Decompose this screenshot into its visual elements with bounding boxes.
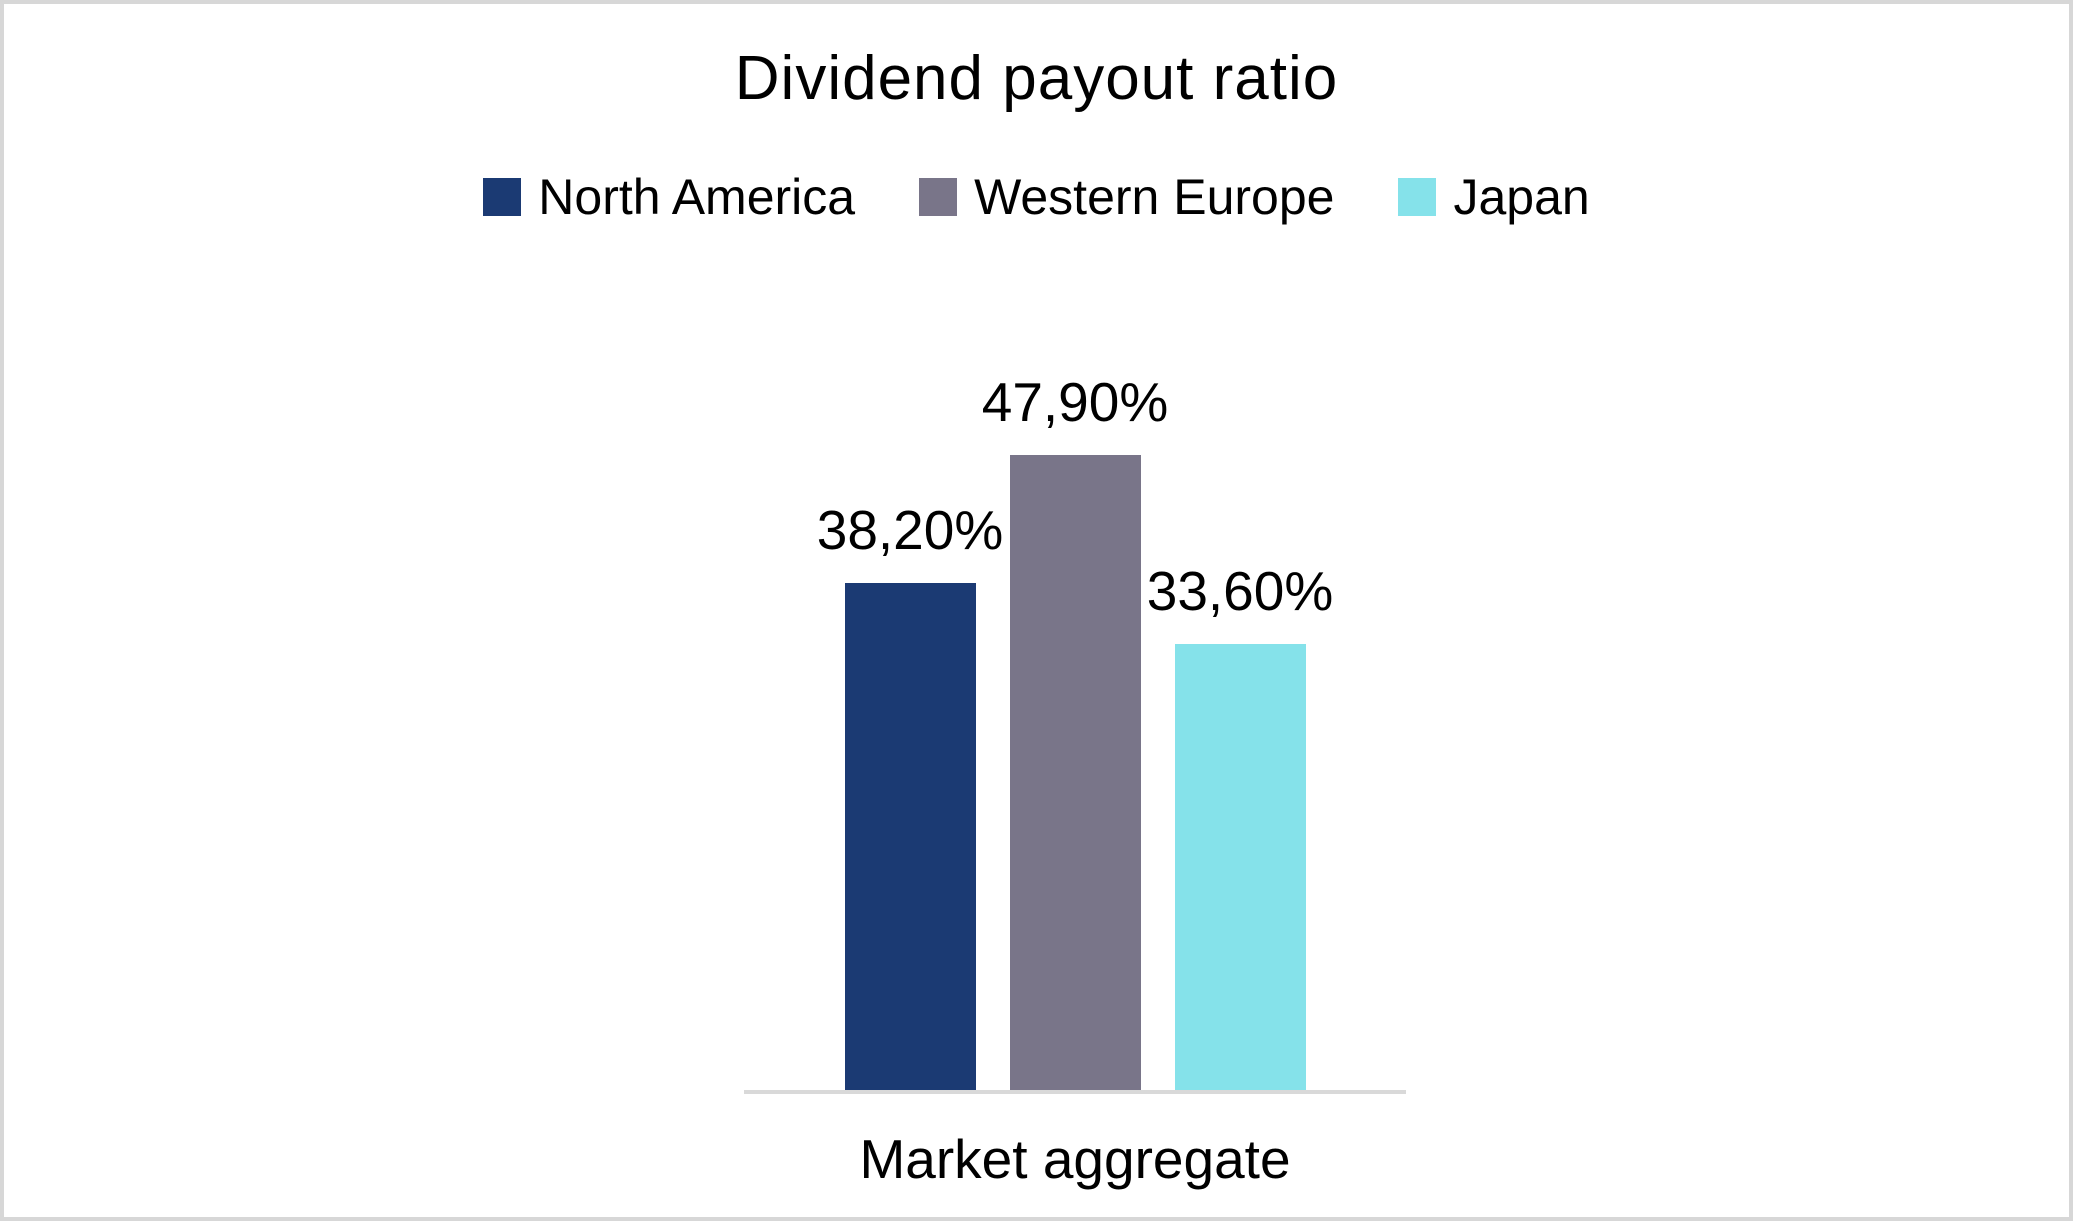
x-axis-category-label: Market aggregate — [859, 1128, 1291, 1190]
bar-group-north-america: 38,20% — [817, 427, 1003, 1090]
bar-value-label: 33,60% — [1146, 560, 1334, 622]
legend-swatch-icon — [1398, 178, 1437, 216]
plot-area: 38,20% 47,90% 33,60% — [744, 375, 1406, 1094]
legend-item-western-europe: Western Europe — [919, 172, 1334, 222]
bar-group-western-europe: 47,90% — [982, 375, 1168, 1090]
chart-title: Dividend payout ratio — [734, 44, 1339, 113]
bar-western-europe — [1009, 455, 1141, 1090]
legend-label: North America — [538, 169, 856, 225]
legend-swatch-icon — [919, 178, 958, 216]
legend-item-north-america: North America — [483, 172, 855, 222]
legend-swatch-icon — [483, 178, 522, 216]
bar-value-label: 47,90% — [981, 371, 1169, 433]
legend-label: Western Europe — [974, 169, 1335, 225]
legend-label: Japan — [1453, 169, 1590, 225]
bar-value-label: 38,20% — [816, 499, 1004, 561]
bar-group-japan: 33,60% — [1147, 427, 1333, 1090]
bar-japan — [1174, 644, 1306, 1090]
bar-north-america — [844, 583, 976, 1090]
legend-item-japan: Japan — [1398, 169, 1590, 225]
chart-legend: North America Western Europe Japan — [4, 172, 2069, 222]
